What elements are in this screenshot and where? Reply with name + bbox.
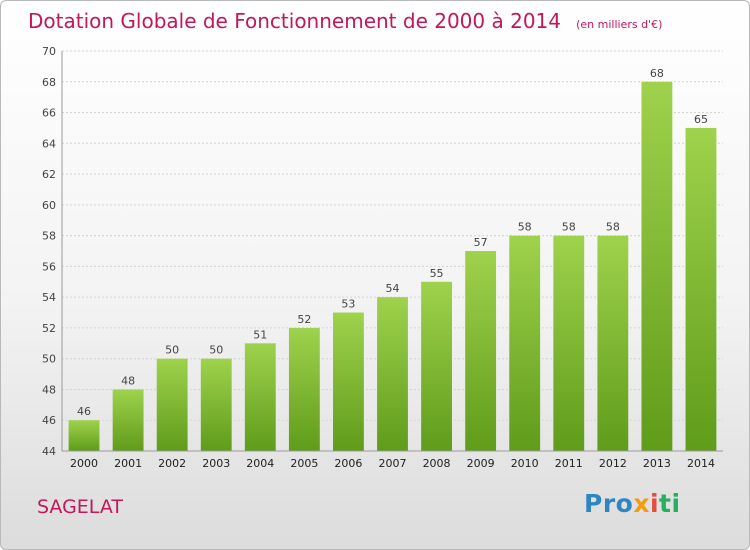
- bar-value-label: 53: [341, 298, 355, 311]
- logo-part-4: ti: [659, 489, 681, 518]
- axis-layer: 44 46 48 50 52 54 56 58 60 62 64 66 68 70 2000 2001 2002…: [42, 45, 723, 470]
- y-tick-label: 44: [42, 445, 56, 458]
- bar-value-label: 58: [606, 221, 620, 234]
- x-tick-label: 2007: [379, 457, 407, 470]
- title-row: Dotation Globale de Fonctionnement de 20…: [28, 9, 662, 33]
- bar: [244, 343, 276, 451]
- bar: [112, 389, 144, 451]
- y-tick-label: 66: [42, 107, 56, 120]
- bar: [641, 81, 673, 452]
- bar: [68, 420, 100, 451]
- x-tick-label: 2001: [114, 457, 142, 470]
- x-tick-label: 2011: [555, 457, 583, 470]
- bar: [597, 235, 629, 451]
- x-tick-label: 2008: [423, 457, 451, 470]
- bar: [377, 297, 408, 451]
- bar-value-label: 50: [165, 344, 179, 357]
- bar: [200, 358, 232, 451]
- x-tick-label: 2003: [202, 457, 230, 470]
- chart-title: Dotation Globale de Fonctionnement de 20…: [28, 9, 561, 33]
- bar: [333, 312, 364, 451]
- y-tick-label: 58: [42, 230, 56, 243]
- logo-part-1: Pro: [584, 489, 634, 518]
- commune-name: SAGELAT: [37, 496, 123, 518]
- bar-value-label: 58: [562, 221, 576, 234]
- label-layer: 46 48 50 50 51 52 53 54 55 57 58 58 58 68 65: [77, 67, 708, 418]
- x-tick-label: 2006: [334, 457, 362, 470]
- bar-value-label: 52: [297, 313, 311, 326]
- y-tick-label: 54: [42, 291, 56, 304]
- y-tick-label: 62: [42, 168, 56, 181]
- x-tick-label: 2013: [643, 457, 671, 470]
- bar-value-label: 48: [121, 374, 135, 387]
- bar-value-label: 46: [77, 405, 91, 418]
- y-tick-label: 46: [42, 414, 56, 427]
- bar: [465, 251, 497, 451]
- bar-value-label: 57: [474, 236, 488, 249]
- y-tick-label: 52: [42, 322, 56, 335]
- proxiti-logo[interactable]: Proxiti: [584, 489, 681, 518]
- bar-value-label: 55: [430, 267, 444, 280]
- bar: [288, 327, 320, 451]
- x-tick-label: 2009: [467, 457, 495, 470]
- chart-subtitle: (en milliers d'€): [576, 18, 663, 31]
- x-tick-label: 2005: [290, 457, 318, 470]
- bar: [509, 235, 541, 451]
- bar-value-label: 51: [253, 328, 267, 341]
- y-tick-label: 50: [42, 353, 56, 366]
- bar-value-label: 50: [209, 344, 223, 357]
- x-tick-label: 2004: [246, 457, 274, 470]
- x-tick-label: 2012: [599, 457, 627, 470]
- bar-layer: [68, 81, 717, 452]
- y-tick-label: 70: [42, 45, 56, 58]
- bar-value-label: 58: [518, 221, 532, 234]
- y-tick-label: 56: [42, 260, 56, 273]
- x-tick-label: 2002: [158, 457, 186, 470]
- x-tick-label: 2000: [70, 457, 98, 470]
- y-tick-label: 48: [42, 383, 56, 396]
- bar-value-label: 68: [650, 67, 664, 80]
- x-tick-label: 2010: [511, 457, 539, 470]
- x-tick-label: 2014: [687, 457, 715, 470]
- bar-value-label: 65: [694, 113, 708, 126]
- y-tick-label: 68: [42, 76, 56, 89]
- bar: [421, 281, 452, 451]
- y-tick-label: 64: [42, 137, 56, 150]
- bar-value-label: 54: [386, 282, 400, 295]
- bar: [685, 127, 717, 451]
- logo-part-2: x: [633, 489, 650, 518]
- bar: [553, 235, 585, 451]
- y-tick-label: 60: [42, 199, 56, 212]
- logo-part-3: i: [649, 489, 660, 518]
- bar: [156, 358, 188, 451]
